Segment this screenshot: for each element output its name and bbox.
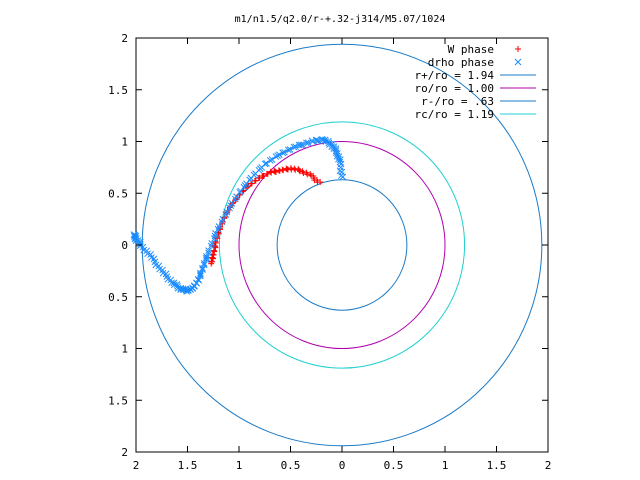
data-point-1-6-2 bbox=[286, 146, 294, 153]
x-tick-label: 0.5 bbox=[281, 459, 301, 472]
ticks-layer: 2 1.5 1 0.5 0 0.5 1 1.5 221.510.500.511.52 bbox=[108, 32, 551, 472]
data-point-1-11-3 bbox=[218, 218, 226, 226]
data-point-1-13-5 bbox=[200, 261, 208, 269]
data-point-1-10-0 bbox=[236, 189, 244, 196]
data-point-1-13-2 bbox=[203, 254, 210, 262]
data-point-0-13-0 bbox=[210, 251, 217, 258]
data-point-1-5-0 bbox=[308, 137, 316, 145]
data-point-1-12-2 bbox=[211, 235, 218, 243]
radius-circle-3 bbox=[238, 141, 446, 349]
data-point-1-18-3 bbox=[173, 281, 181, 288]
data-point-1-7-3 bbox=[268, 156, 276, 163]
data-point-1-14-1 bbox=[199, 266, 206, 273]
y-tick-label: 0.5 bbox=[108, 187, 128, 200]
data-point-1-12-3 bbox=[208, 239, 216, 247]
data-point-1-23-4 bbox=[130, 233, 138, 240]
data-point-1-14-3 bbox=[197, 271, 204, 278]
data-point-1-6-3 bbox=[284, 146, 292, 154]
y-tick-label: 2 bbox=[121, 32, 128, 45]
legend-marker-0 bbox=[515, 46, 521, 52]
data-point-1-12-1 bbox=[211, 232, 219, 240]
data-point-1-13-0 bbox=[205, 249, 212, 257]
legend-label: ro/ro = 1.00 bbox=[415, 82, 494, 95]
y-tick-label: 2 bbox=[121, 446, 128, 459]
x-tick-label: 1.5 bbox=[487, 459, 507, 472]
y-tick-label: 0 bbox=[121, 239, 128, 252]
data-point-1-11-1 bbox=[222, 211, 230, 218]
y-tick-label: 1.5 bbox=[108, 84, 128, 97]
data-point-0-4-1 bbox=[275, 167, 282, 174]
data-point-0-end bbox=[208, 260, 215, 267]
y-tick-label: 1 bbox=[121, 136, 128, 149]
data-point-1-12-4 bbox=[207, 242, 215, 250]
circle-layer bbox=[141, 43, 543, 447]
data-point-0-2-4 bbox=[291, 165, 298, 172]
legend-label: drho phase bbox=[428, 56, 494, 69]
data-point-1-6-4 bbox=[281, 148, 288, 156]
data-point-1-5-5 bbox=[295, 141, 303, 149]
data-point-1-5-2 bbox=[303, 139, 310, 147]
data-point-1-7-5 bbox=[263, 160, 270, 167]
data-point-1-5-4 bbox=[297, 141, 305, 149]
x-tick-label: 1 bbox=[236, 459, 243, 472]
y-tick-label: 1.5 bbox=[108, 394, 128, 407]
data-point-1-7-0 bbox=[276, 151, 283, 159]
data-point-1-5-1 bbox=[304, 139, 312, 147]
y-tick-label: 0.5 bbox=[108, 291, 128, 304]
data-point-1-10-2 bbox=[231, 195, 239, 203]
x-tick-label: 1 bbox=[442, 459, 449, 472]
data-point-0-12-4 bbox=[211, 248, 218, 255]
data-point-1-13-3 bbox=[202, 256, 210, 264]
data-point-1-6-0 bbox=[292, 143, 300, 151]
legend-marker-1 bbox=[514, 58, 522, 66]
legend-label: r+/ro = 1.94 bbox=[415, 69, 495, 82]
chart-title: m1/n1.5/q2.0/r-+.32-j314/M5.07/1024 bbox=[235, 14, 446, 25]
data-point-1-12-0 bbox=[212, 230, 219, 237]
data-point-1-7-2 bbox=[272, 153, 280, 160]
data-point-1-14-0 bbox=[199, 264, 206, 272]
radius-circle-5 bbox=[218, 121, 466, 369]
data-point-1-13-1 bbox=[203, 253, 210, 260]
x-tick-label: 2 bbox=[545, 459, 552, 472]
data-point-1-6-1 bbox=[290, 143, 298, 151]
legend-label: r-/ro = .63 bbox=[421, 95, 494, 108]
radius-circle-4 bbox=[276, 179, 408, 311]
data-point-1-14-4 bbox=[196, 272, 204, 280]
data-point-1-7-4 bbox=[266, 157, 274, 164]
x-tick-label: 1.5 bbox=[178, 459, 198, 472]
x-tick-label: 2 bbox=[133, 459, 140, 472]
legend-label: W phase bbox=[448, 43, 494, 56]
data-point-1-6-5 bbox=[279, 149, 287, 157]
data-point-1-12-5 bbox=[205, 247, 213, 255]
x-tick-label: 0 bbox=[339, 459, 346, 472]
radius-circle-2 bbox=[141, 43, 543, 447]
data-point-1-end bbox=[130, 231, 138, 239]
data-point-1-10-5 bbox=[226, 204, 233, 212]
data-point-1-14-2 bbox=[197, 269, 204, 277]
legend-label: rc/ro = 1.19 bbox=[415, 108, 494, 121]
y-tick-label: 1 bbox=[121, 343, 128, 356]
data-point-1-7-1 bbox=[274, 152, 281, 159]
x-tick-label: 0.5 bbox=[384, 459, 404, 472]
points-layer bbox=[130, 136, 347, 295]
data-point-0-3-5 bbox=[279, 166, 286, 173]
data-point-1-13-4 bbox=[200, 260, 208, 267]
data-point-1-11-5 bbox=[214, 225, 222, 233]
